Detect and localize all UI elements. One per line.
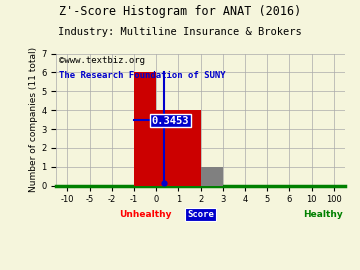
Text: ©www.textbiz.org: ©www.textbiz.org bbox=[59, 56, 145, 65]
Text: Industry: Multiline Insurance & Brokers: Industry: Multiline Insurance & Brokers bbox=[58, 27, 302, 37]
Text: Healthy: Healthy bbox=[303, 210, 343, 219]
Bar bbox=[201, 167, 223, 185]
Text: Z'-Score Histogram for ANAT (2016): Z'-Score Histogram for ANAT (2016) bbox=[59, 5, 301, 18]
Text: 0.3453: 0.3453 bbox=[152, 116, 189, 126]
Text: Score: Score bbox=[187, 210, 214, 219]
Text: Unhealthy: Unhealthy bbox=[119, 210, 171, 219]
Bar bbox=[134, 72, 156, 185]
Text: The Research Foundation of SUNY: The Research Foundation of SUNY bbox=[59, 71, 226, 80]
Y-axis label: Number of companies (11 total): Number of companies (11 total) bbox=[30, 47, 39, 192]
Bar bbox=[156, 110, 201, 185]
